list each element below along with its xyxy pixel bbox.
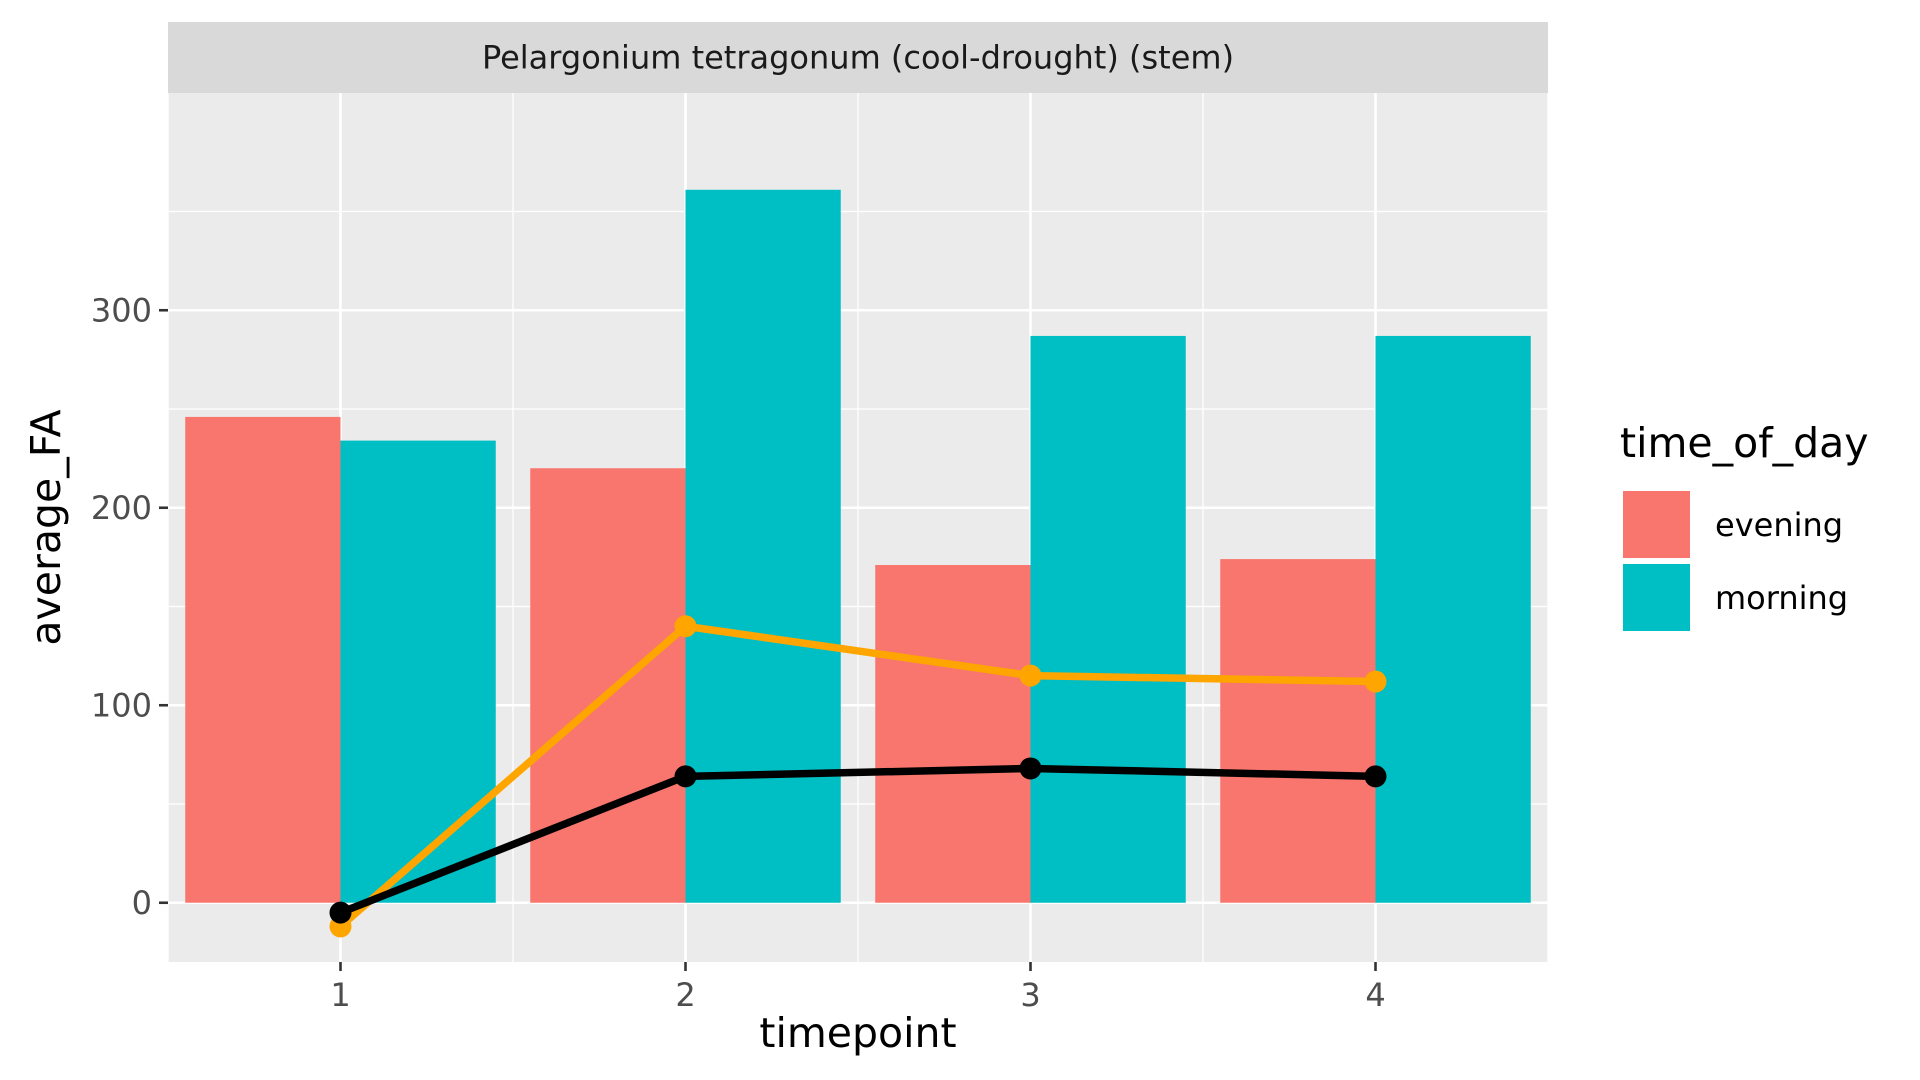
x-tick-label: 1: [330, 976, 350, 1014]
trend-point-1-4: [1364, 670, 1387, 693]
y-axis: 0 100 200 300: [91, 291, 168, 922]
trend-point-2-1: [329, 901, 352, 924]
trend-line-2: [339, 764, 1376, 917]
x-axis-title: timepoint: [759, 1009, 956, 1057]
trend-point-1-3: [1019, 664, 1042, 687]
bar-evening-3: [875, 565, 1031, 903]
bar-morning-3: [1030, 335, 1186, 903]
bar-evening-4: [1220, 559, 1376, 903]
legend-label-evening: evening: [1715, 506, 1843, 544]
trend-line-1: [338, 622, 1376, 930]
y-tick-label: 100: [91, 686, 152, 724]
y-axis-title: average_FA: [22, 409, 70, 645]
facet-title: Pelargonium tetragonum (cool-drought) (s…: [482, 39, 1234, 77]
facet-strip: [168, 22, 1548, 93]
legend-key-evening: [1621, 489, 1692, 560]
bar-morning-2: [685, 189, 841, 903]
bar-evening-1: [185, 416, 341, 903]
x-tick-label: 2: [675, 976, 695, 1014]
x-axis: 1 2 3 4: [330, 962, 1386, 1014]
x-tick-label: 3: [1020, 976, 1040, 1014]
trend-lines: [329, 615, 1387, 938]
legend: time_of_day evening morning: [1620, 419, 1869, 633]
x-tick-label: 4: [1365, 976, 1385, 1014]
bar-morning-1: [340, 440, 496, 903]
trend-point-2-3: [1019, 757, 1042, 780]
y-tick-label: 200: [91, 489, 152, 527]
trend-point-2-4: [1364, 765, 1387, 788]
trend-point-2-2: [674, 765, 697, 788]
legend-key-morning: [1621, 562, 1692, 633]
legend-title: time_of_day: [1620, 419, 1869, 467]
legend-label-morning: morning: [1715, 579, 1848, 617]
bar-morning-4: [1375, 335, 1531, 903]
y-tick-label: 300: [91, 291, 152, 329]
bar-evening-2: [530, 468, 686, 903]
y-tick-label: 0: [132, 884, 152, 922]
bars: [185, 189, 1531, 903]
trend-point-1-2: [674, 615, 697, 638]
